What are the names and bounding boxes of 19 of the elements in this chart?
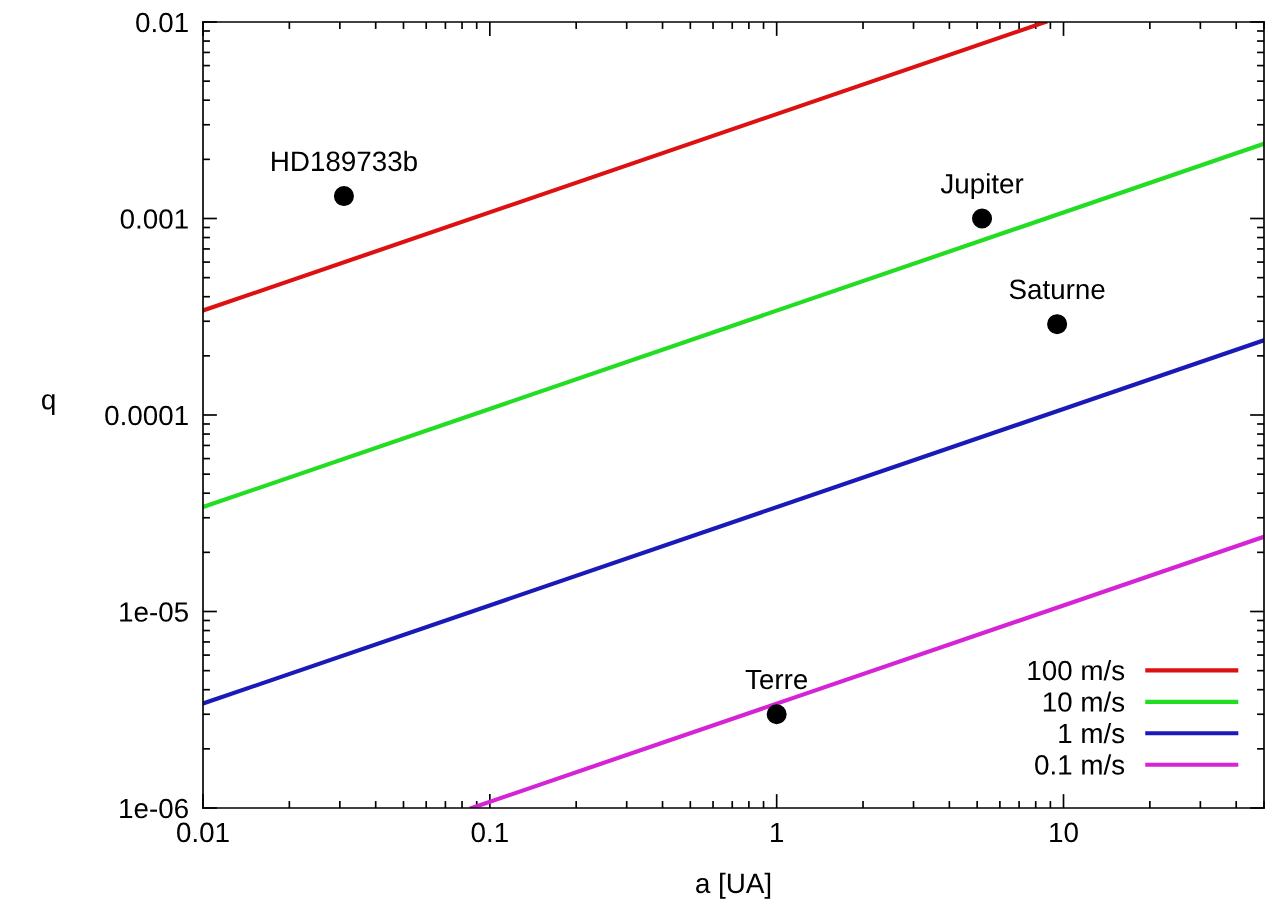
legend-label: 10 m/s (1043, 691, 1125, 712)
annotation: Jupiter (940, 173, 1024, 200)
x-tick-label: 1 (771, 822, 784, 843)
y-tick-label: 0.0001 (105, 405, 188, 426)
x-tick-label: 10 (1050, 822, 1078, 843)
y-axis-title: q (42, 394, 55, 415)
legend-label: 1 m/s (1059, 722, 1125, 744)
annotation: HD189733b (272, 150, 417, 172)
y-tick-label: 1e-06 (120, 798, 188, 819)
legend-label: 100 m/s (1028, 659, 1125, 681)
annotation: Saturne (1009, 279, 1105, 300)
annotation: Terre (745, 669, 808, 690)
y-tick-label: 0.001 (120, 209, 188, 229)
legend-label: 0.1 m/s (1035, 754, 1125, 775)
x-axis-title: a [UA] (696, 872, 771, 899)
x-tick-label: 0.1 (471, 822, 508, 843)
y-tick-label: 1e-05 (120, 602, 188, 622)
x-tick-label: 0.01 (177, 822, 229, 843)
y-tick-label: 0.01 (136, 12, 188, 33)
